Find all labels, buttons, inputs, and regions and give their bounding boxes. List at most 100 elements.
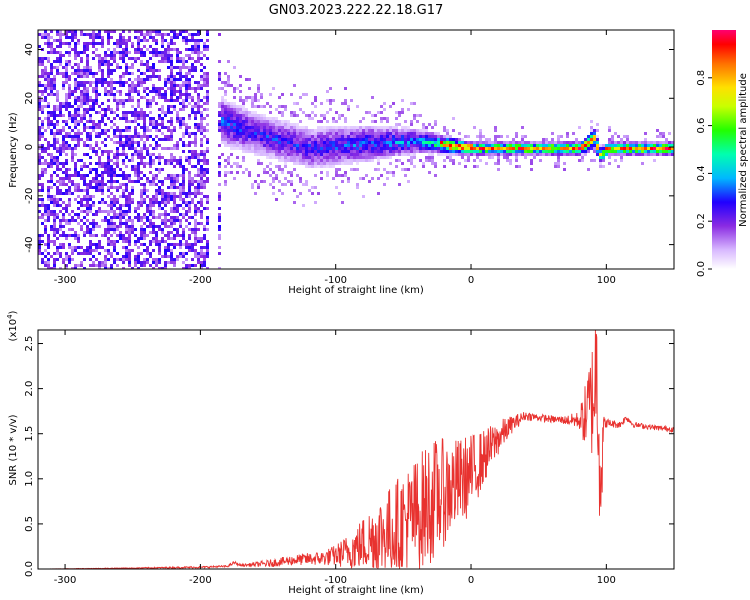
heatmap-cell [80, 246, 83, 249]
heatmap-cell [182, 63, 185, 66]
heatmap-cell [146, 219, 149, 222]
heatmap-cell [134, 147, 137, 150]
heatmap-cell [113, 180, 116, 183]
heatmap-cell [89, 222, 92, 225]
heatmap-cell [239, 123, 242, 126]
heatmap-cell [200, 51, 203, 54]
heatmap-cell [599, 159, 602, 162]
heatmap-cell [59, 219, 62, 222]
heatmap-cell [167, 99, 170, 102]
heatmap-cell [173, 36, 176, 39]
heatmap-cell [203, 183, 206, 186]
heatmap-cell [128, 66, 131, 69]
heatmap-cell [152, 84, 155, 87]
heatmap-cell [65, 60, 68, 63]
heatmap-cell [155, 54, 158, 57]
heatmap-cell [104, 228, 107, 231]
heatmap-cell [665, 144, 668, 147]
heatmap-cell [68, 96, 71, 99]
heatmap-cell [158, 240, 161, 243]
heatmap-cell [113, 156, 116, 159]
heatmap-cell [68, 126, 71, 129]
heatmap-cell [224, 159, 227, 162]
heatmap-cell [44, 204, 47, 207]
heatmap-cell [68, 243, 71, 246]
heatmap-cell [203, 81, 206, 84]
heatmap-cell [443, 159, 446, 162]
heatmap-cell [257, 159, 260, 162]
heatmap-cell [116, 135, 119, 138]
heatmap-cell [191, 57, 194, 60]
heatmap-cell [260, 147, 263, 150]
heatmap-cell [383, 156, 386, 159]
heatmap-cell [245, 117, 248, 120]
heatmap-cell [317, 165, 320, 168]
heatmap-cell [56, 141, 59, 144]
heatmap-cell [440, 141, 443, 144]
heatmap-cell [71, 48, 74, 51]
heatmap-cell [191, 183, 194, 186]
heatmap-cell [584, 147, 587, 150]
heatmap-cell [95, 99, 98, 102]
heatmap-cell [446, 132, 449, 135]
heatmap-cell [287, 144, 290, 147]
heatmap-cell [161, 51, 164, 54]
heatmap-cell [77, 114, 80, 117]
heatmap-cell [110, 69, 113, 72]
heatmap-cell [551, 138, 554, 141]
heatmap-cell [194, 210, 197, 213]
heatmap-cell [461, 156, 464, 159]
heatmap-cell [329, 156, 332, 159]
heatmap-cell [152, 258, 155, 261]
heatmap-cell [128, 78, 131, 81]
heatmap-cell [443, 147, 446, 150]
heatmap-cell [533, 144, 536, 147]
heatmap-cell [311, 192, 314, 195]
heatmap-cell [185, 213, 188, 216]
heatmap-cell [263, 141, 266, 144]
heatmap-cell [347, 135, 350, 138]
heatmap-cell [170, 177, 173, 180]
heatmap-cell [119, 36, 122, 39]
heatmap-cell [77, 75, 80, 78]
heatmap-cell [368, 141, 371, 144]
heatmap-cell [299, 96, 302, 99]
heatmap-cell [416, 120, 419, 123]
heatmap-cell [152, 90, 155, 93]
heatmap-cell [59, 36, 62, 39]
heatmap-cell [275, 132, 278, 135]
heatmap-cell [260, 135, 263, 138]
heatmap-cell [131, 222, 134, 225]
heatmap-cell [41, 99, 44, 102]
heatmap-cell [269, 162, 272, 165]
heatmap-cell [104, 201, 107, 204]
heatmap-cell [98, 105, 101, 108]
heatmap-cell [182, 135, 185, 138]
heatmap-cell [185, 144, 188, 147]
heatmap-cell [53, 240, 56, 243]
heatmap-cell [128, 129, 131, 132]
heatmap-cell [350, 135, 353, 138]
heatmap-cell [77, 108, 80, 111]
heatmap-cell [284, 177, 287, 180]
heatmap-cell [110, 165, 113, 168]
heatmap-cell [338, 168, 341, 171]
heatmap-cell [131, 87, 134, 90]
heatmap-cell [86, 219, 89, 222]
heatmap-cell [446, 141, 449, 144]
heatmap-cell [119, 225, 122, 228]
heatmap-cell [194, 228, 197, 231]
heatmap-cell [83, 180, 86, 183]
heatmap-cell [50, 225, 53, 228]
heatmap-cell [140, 60, 143, 63]
heatmap-cell [422, 141, 425, 144]
heatmap-cell [182, 234, 185, 237]
heatmap-cell [164, 234, 167, 237]
heatmap-cell [89, 84, 92, 87]
heatmap-cell [140, 198, 143, 201]
heatmap-cell [326, 99, 329, 102]
heatmap-cell [353, 168, 356, 171]
heatmap-cell [98, 162, 101, 165]
heatmap-cell [83, 102, 86, 105]
heatmap-cell [440, 150, 443, 153]
